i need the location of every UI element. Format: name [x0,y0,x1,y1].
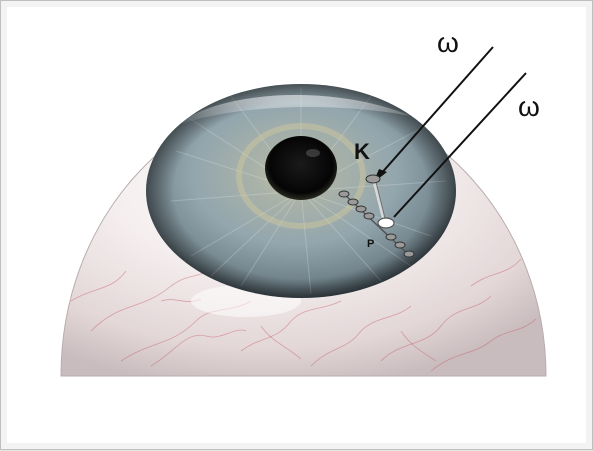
incident-rays [378,46,527,218]
k-label: K [354,139,370,164]
ray-lower [393,72,527,218]
point-p-marker [377,217,395,229]
cornea-glare [176,95,411,126]
point-chain [338,190,415,258]
omega-label-upper: ω [437,27,459,58]
pupil [265,136,337,200]
ray-upper [378,46,494,177]
p-label: P [367,238,375,250]
omega-label-lower: ω [518,91,540,122]
point-k-marker [365,174,381,184]
pupil-reflection [306,149,320,157]
